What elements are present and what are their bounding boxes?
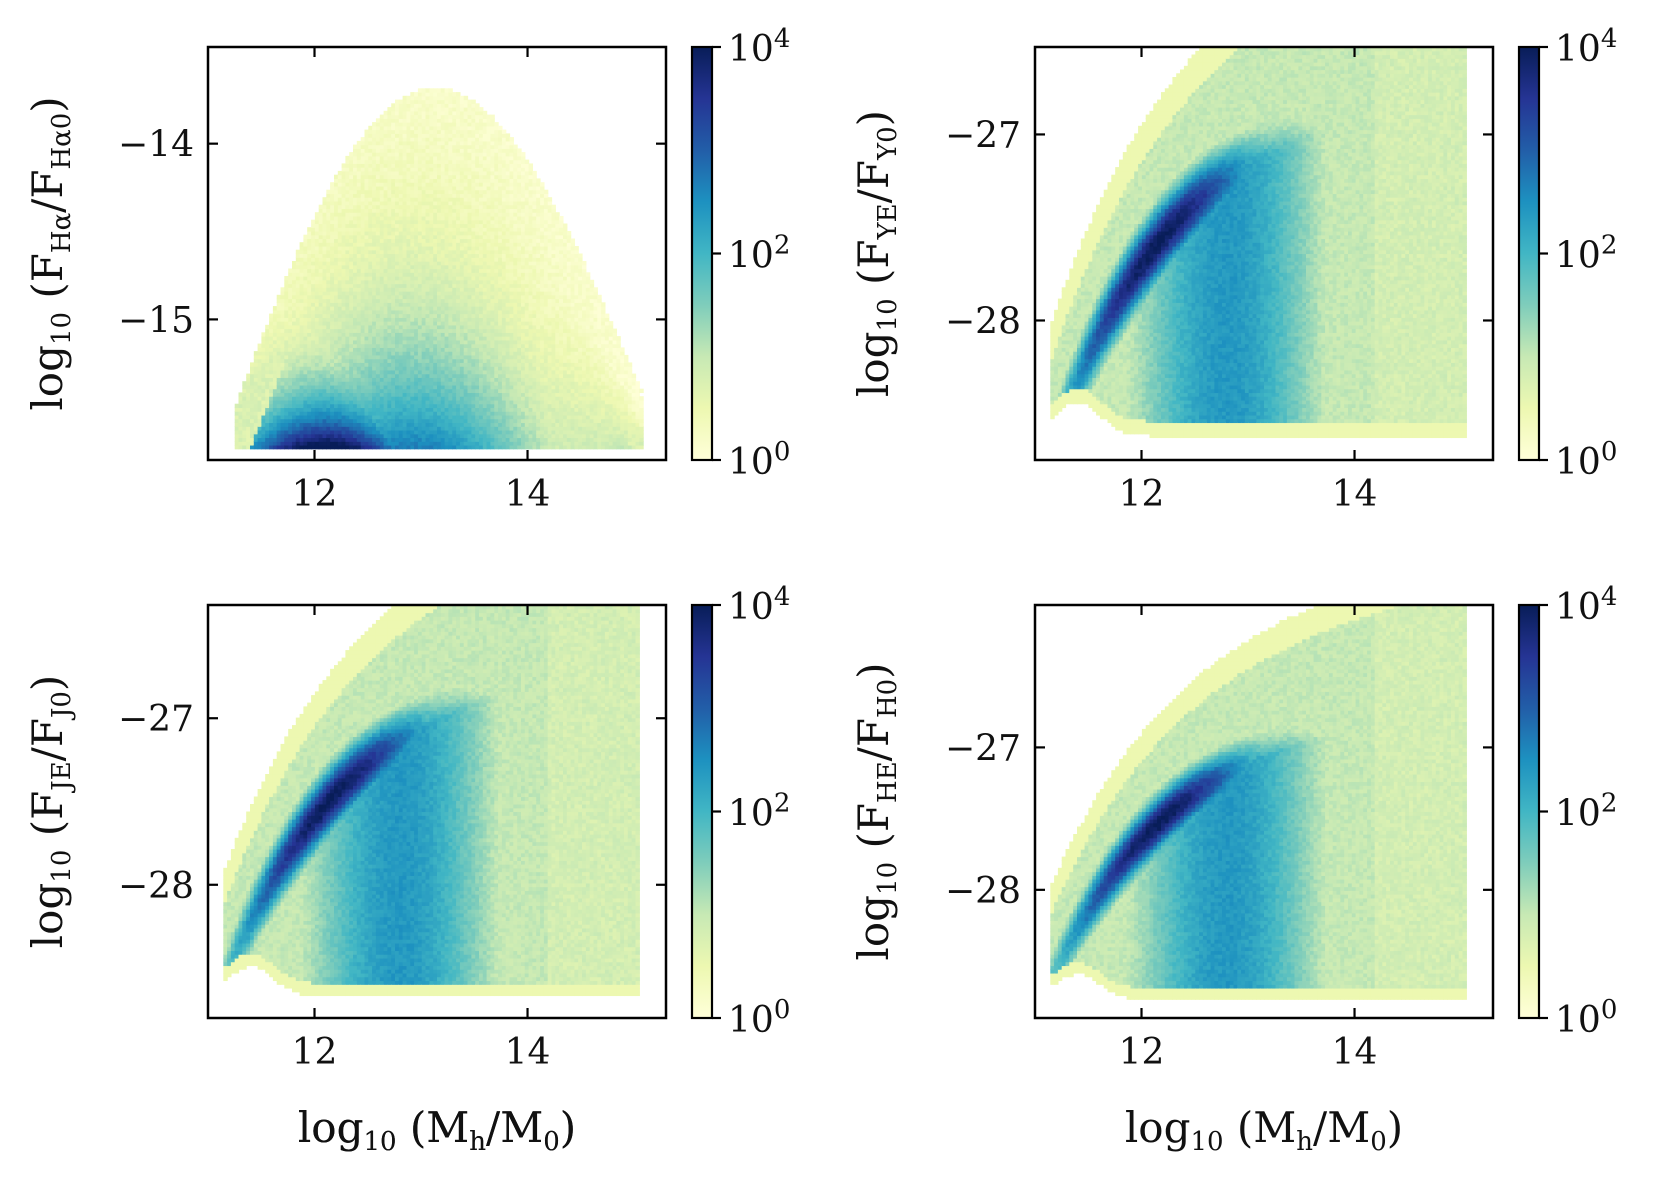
- y-tick-label: −27: [945, 728, 1021, 769]
- colorbar-gradient: [692, 47, 712, 460]
- y-tick-label: −28: [118, 866, 194, 907]
- y-axis-title: log10 (FYE/FY0): [849, 110, 903, 397]
- colorbar-tick-label: 102: [1555, 230, 1617, 276]
- y-axis-title: log10 (FHα/FHα0): [23, 96, 77, 410]
- colorbar-tick-label: 100: [1555, 437, 1617, 483]
- figure: 12 14−15−14log10 (FHα/FHα0)log10 (Mh/M0)1…: [0, 0, 1661, 1180]
- colorbar-gradient: [1519, 605, 1539, 1018]
- x-tick-label: 14: [505, 474, 551, 515]
- x-axis-title: log10 (Mh/M0): [1125, 1103, 1403, 1157]
- y-tick-label: −28: [945, 871, 1021, 912]
- x-tick-label: 12: [1119, 1032, 1165, 1073]
- x-tick-label: 14: [1332, 1032, 1378, 1073]
- heatmap-cells: [1050, 47, 1467, 438]
- heatmap-cells: [1050, 605, 1467, 1000]
- colorbar-tick-label: 104: [1555, 24, 1617, 70]
- colorbar: 100 102 104: [1519, 24, 1617, 483]
- heatmap-cells: [223, 605, 640, 996]
- x-tick-label: 12: [292, 474, 338, 515]
- y-tick-label: −14: [118, 125, 194, 166]
- x-tick-label: 12: [1119, 474, 1165, 515]
- panel-bottom-left: 12 14 −28 −27 log10 (FJE/FJ0) log10 (Mh/M0) 10…: [23, 582, 790, 1157]
- y-tick-label: −28: [945, 301, 1021, 342]
- colorbar: 100 102 104: [692, 582, 790, 1041]
- colorbar-tick-label: 100: [728, 437, 790, 483]
- x-tick-label: 14: [1332, 474, 1378, 515]
- colorbar-tick-label: 102: [728, 788, 790, 834]
- colorbar: 100 102 104: [692, 24, 790, 483]
- y-axis-title: log10 (FHE/FH0): [849, 662, 903, 960]
- heatmap-cells: [235, 88, 644, 449]
- colorbar-gradient: [1519, 47, 1539, 460]
- x-axis-title: log10 (Mh/M0): [298, 1103, 576, 1157]
- colorbar-tick-label: 104: [728, 582, 790, 628]
- colorbar-tick-label: 104: [1555, 582, 1617, 628]
- y-tick-label: −27: [945, 115, 1021, 156]
- y-tick-label: −15: [118, 300, 194, 341]
- y-axis-title: log10 (FJE/FJ0): [23, 675, 77, 949]
- panel-bottom-right: 12 14 −28 −27 log10 (FHE/FH0) log10 (Mh/M0) 10…: [849, 582, 1617, 1157]
- y-tick-label: −27: [118, 699, 194, 740]
- colorbar: 100 102 104: [1519, 582, 1617, 1041]
- colorbar-tick-label: 100: [728, 995, 790, 1041]
- x-tick-label: 12: [292, 1032, 338, 1073]
- colorbar-tick-label: 102: [1555, 788, 1617, 834]
- colorbar-tick-label: 102: [728, 230, 790, 276]
- colorbar-gradient: [692, 605, 712, 1018]
- panel-top-right: 12 14 −28 −27 log10 (FYE/FY0) 100 102 104: [849, 24, 1617, 515]
- colorbar-tick-label: 104: [728, 24, 790, 70]
- colorbar-tick-label: 100: [1555, 995, 1617, 1041]
- x-tick-label: 14: [505, 1032, 551, 1073]
